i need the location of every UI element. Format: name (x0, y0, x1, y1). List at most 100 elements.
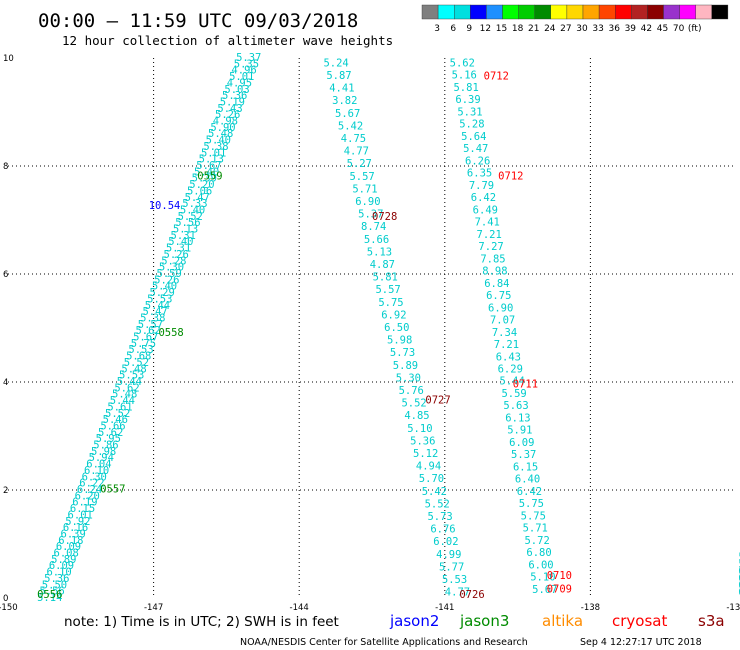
footer-timestamp: Sep 4 12:27:17 UTC 2018 (580, 637, 702, 648)
wave-height-value: 4.94 (416, 461, 441, 473)
wave-height-value: 5.52 (178, 211, 203, 223)
wave-height-value: 6.40 (515, 474, 540, 486)
lat-tick-label: 8 (3, 162, 8, 172)
wave-height-value: 5.44 (117, 376, 142, 388)
wave-height-value: 6.15 (70, 503, 95, 515)
wave-height-value: 5.28 (161, 255, 186, 267)
wave-height-value: 5.52 (105, 408, 130, 420)
wave-height-value: 5.81 (453, 82, 478, 94)
pass-time-label: 0709 (547, 584, 572, 596)
wave-height-value: 5.38 (140, 312, 165, 324)
colorbar-swatch (454, 4, 471, 20)
colorbar-swatch (711, 4, 729, 20)
wave-height-value: 4.77 (344, 146, 369, 158)
lat-tick-label: 2 (3, 486, 8, 496)
wave-height-value: 5.27 (347, 158, 372, 170)
wave-height-value: 5.63 (503, 400, 528, 412)
wave-height-value: 5.31 (457, 106, 482, 118)
colorbar-label: 42 (641, 24, 652, 34)
wave-height-value: 5.30 (159, 262, 184, 274)
colorbar-label: 27 (560, 24, 571, 34)
wave-height-value: 6.92 (381, 309, 406, 321)
wave-height-value: 5.13 (173, 224, 198, 236)
wave-height-value: 6.50 (384, 322, 409, 334)
wave-height-value: 5.86 (93, 440, 118, 452)
wave-height-value: 7.21 (494, 339, 519, 351)
wave-height-value: 5.66 (364, 234, 389, 246)
wave-height-value: 5.37 (358, 209, 383, 221)
colorbar-swatch (486, 4, 503, 20)
wave-height-value: 5.57 (349, 171, 374, 183)
wave-height-value: 5.52 (124, 357, 149, 369)
colorbar-swatch (534, 4, 552, 20)
pass-time-label: 0711 (513, 378, 538, 390)
wave-height-value: 5.56 (175, 217, 200, 229)
colorbar-swatch (582, 4, 600, 20)
wave-height-value: 5.95 (96, 433, 121, 445)
track-far-west: 5.145.565.505.366.106.095.896.086.096.18… (37, 52, 261, 604)
wave-height-value: 5.38 (203, 141, 228, 153)
wave-height-value: 5.92 (65, 516, 90, 528)
colorbar-swatch (647, 4, 664, 20)
wave-height-value: 5.42 (338, 120, 363, 132)
wave-height-value: 5.62 (135, 325, 160, 337)
wave-height-value: 6.30 (82, 471, 107, 483)
wave-height-value: 5.61 (107, 401, 132, 413)
wave-height-value: 6.02 (433, 536, 458, 548)
wave-height-value: 6.49 (473, 204, 498, 216)
wave-height-value: 6.01 (68, 509, 93, 521)
pass-time-label: 0557 (100, 484, 125, 496)
units-note: note: 1) Time is in UTC; 2) SWH is in fe… (64, 614, 339, 630)
wave-height-value: 6.10 (84, 465, 109, 477)
wave-height-value: 5.75 (521, 510, 546, 522)
colorbar-label: 12 (480, 24, 491, 34)
wave-height-value: 5.53 (442, 574, 467, 586)
pass-time-label: 0559 (197, 171, 222, 183)
wave-height-value: 5.36 (222, 90, 247, 102)
plot-grid (8, 58, 736, 598)
wave-height-value: 6.26 (465, 155, 490, 167)
wave-height-value: 5.01 (229, 71, 254, 83)
track-far-east: 5.665.716.026.156.206.06 (738, 552, 740, 599)
wave-height-value: 5.62 (450, 57, 475, 69)
wave-height-value: 4.77 (445, 587, 470, 599)
wave-height-value: 5.68 (126, 351, 151, 363)
colorbar-label: 3 (434, 24, 440, 34)
colorbar-label: 36 (608, 24, 620, 34)
wave-height-value: 5.26 (215, 109, 240, 121)
wave-height-value: 7.41 (475, 217, 500, 229)
colorbar-label: (ft) (688, 24, 702, 34)
wave-height-value: 6.16 (63, 522, 88, 534)
wave-height-value: 5.53 (128, 344, 153, 356)
wave-height-value: 5.46 (103, 414, 128, 426)
wave-height-value: 5.14 (37, 592, 62, 604)
wave-height-value: 5.36 (44, 573, 69, 585)
wave-height-value: 5.31 (171, 230, 196, 242)
wave-height-value: 5.75 (131, 338, 156, 350)
pass-time-label: 0728 (372, 211, 397, 223)
wave-height-value: 5.47 (463, 143, 488, 155)
wave-height-value: 5.72 (524, 535, 549, 547)
wave-height-value: 7.85 (480, 253, 505, 265)
pass-time-label: 0712 (498, 171, 523, 183)
wave-height-value: 5.40 (180, 204, 205, 216)
colorbar-swatch (502, 4, 519, 20)
wave-height-value: 5.40 (206, 135, 231, 147)
colorbar-swatch (566, 4, 584, 20)
colorbar-label: 33 (592, 24, 603, 34)
wave-height-value: 5.01 (201, 147, 226, 159)
wave-height-value: 4.95 (227, 77, 252, 89)
wave-height-value: 5.37 (236, 52, 261, 64)
wave-height-value: 6.09 (49, 560, 74, 572)
satellite-legend-jason3: jason3 (459, 612, 509, 630)
wave-height-value: 4.96 (231, 65, 256, 77)
wave-height-value: 5.59 (157, 268, 182, 280)
wave-height-value: 5.12 (413, 448, 438, 460)
colorbar-swatch (679, 4, 696, 20)
wave-height-value: 6.09 (509, 437, 534, 449)
wave-height-value: 5.37 (511, 449, 536, 461)
wave-height-value: 5.24 (323, 57, 348, 69)
wave-height-value: 5.71 (738, 559, 740, 571)
wave-height-value: 6.13 (505, 412, 530, 424)
wave-height-value: 4.87 (370, 259, 395, 271)
